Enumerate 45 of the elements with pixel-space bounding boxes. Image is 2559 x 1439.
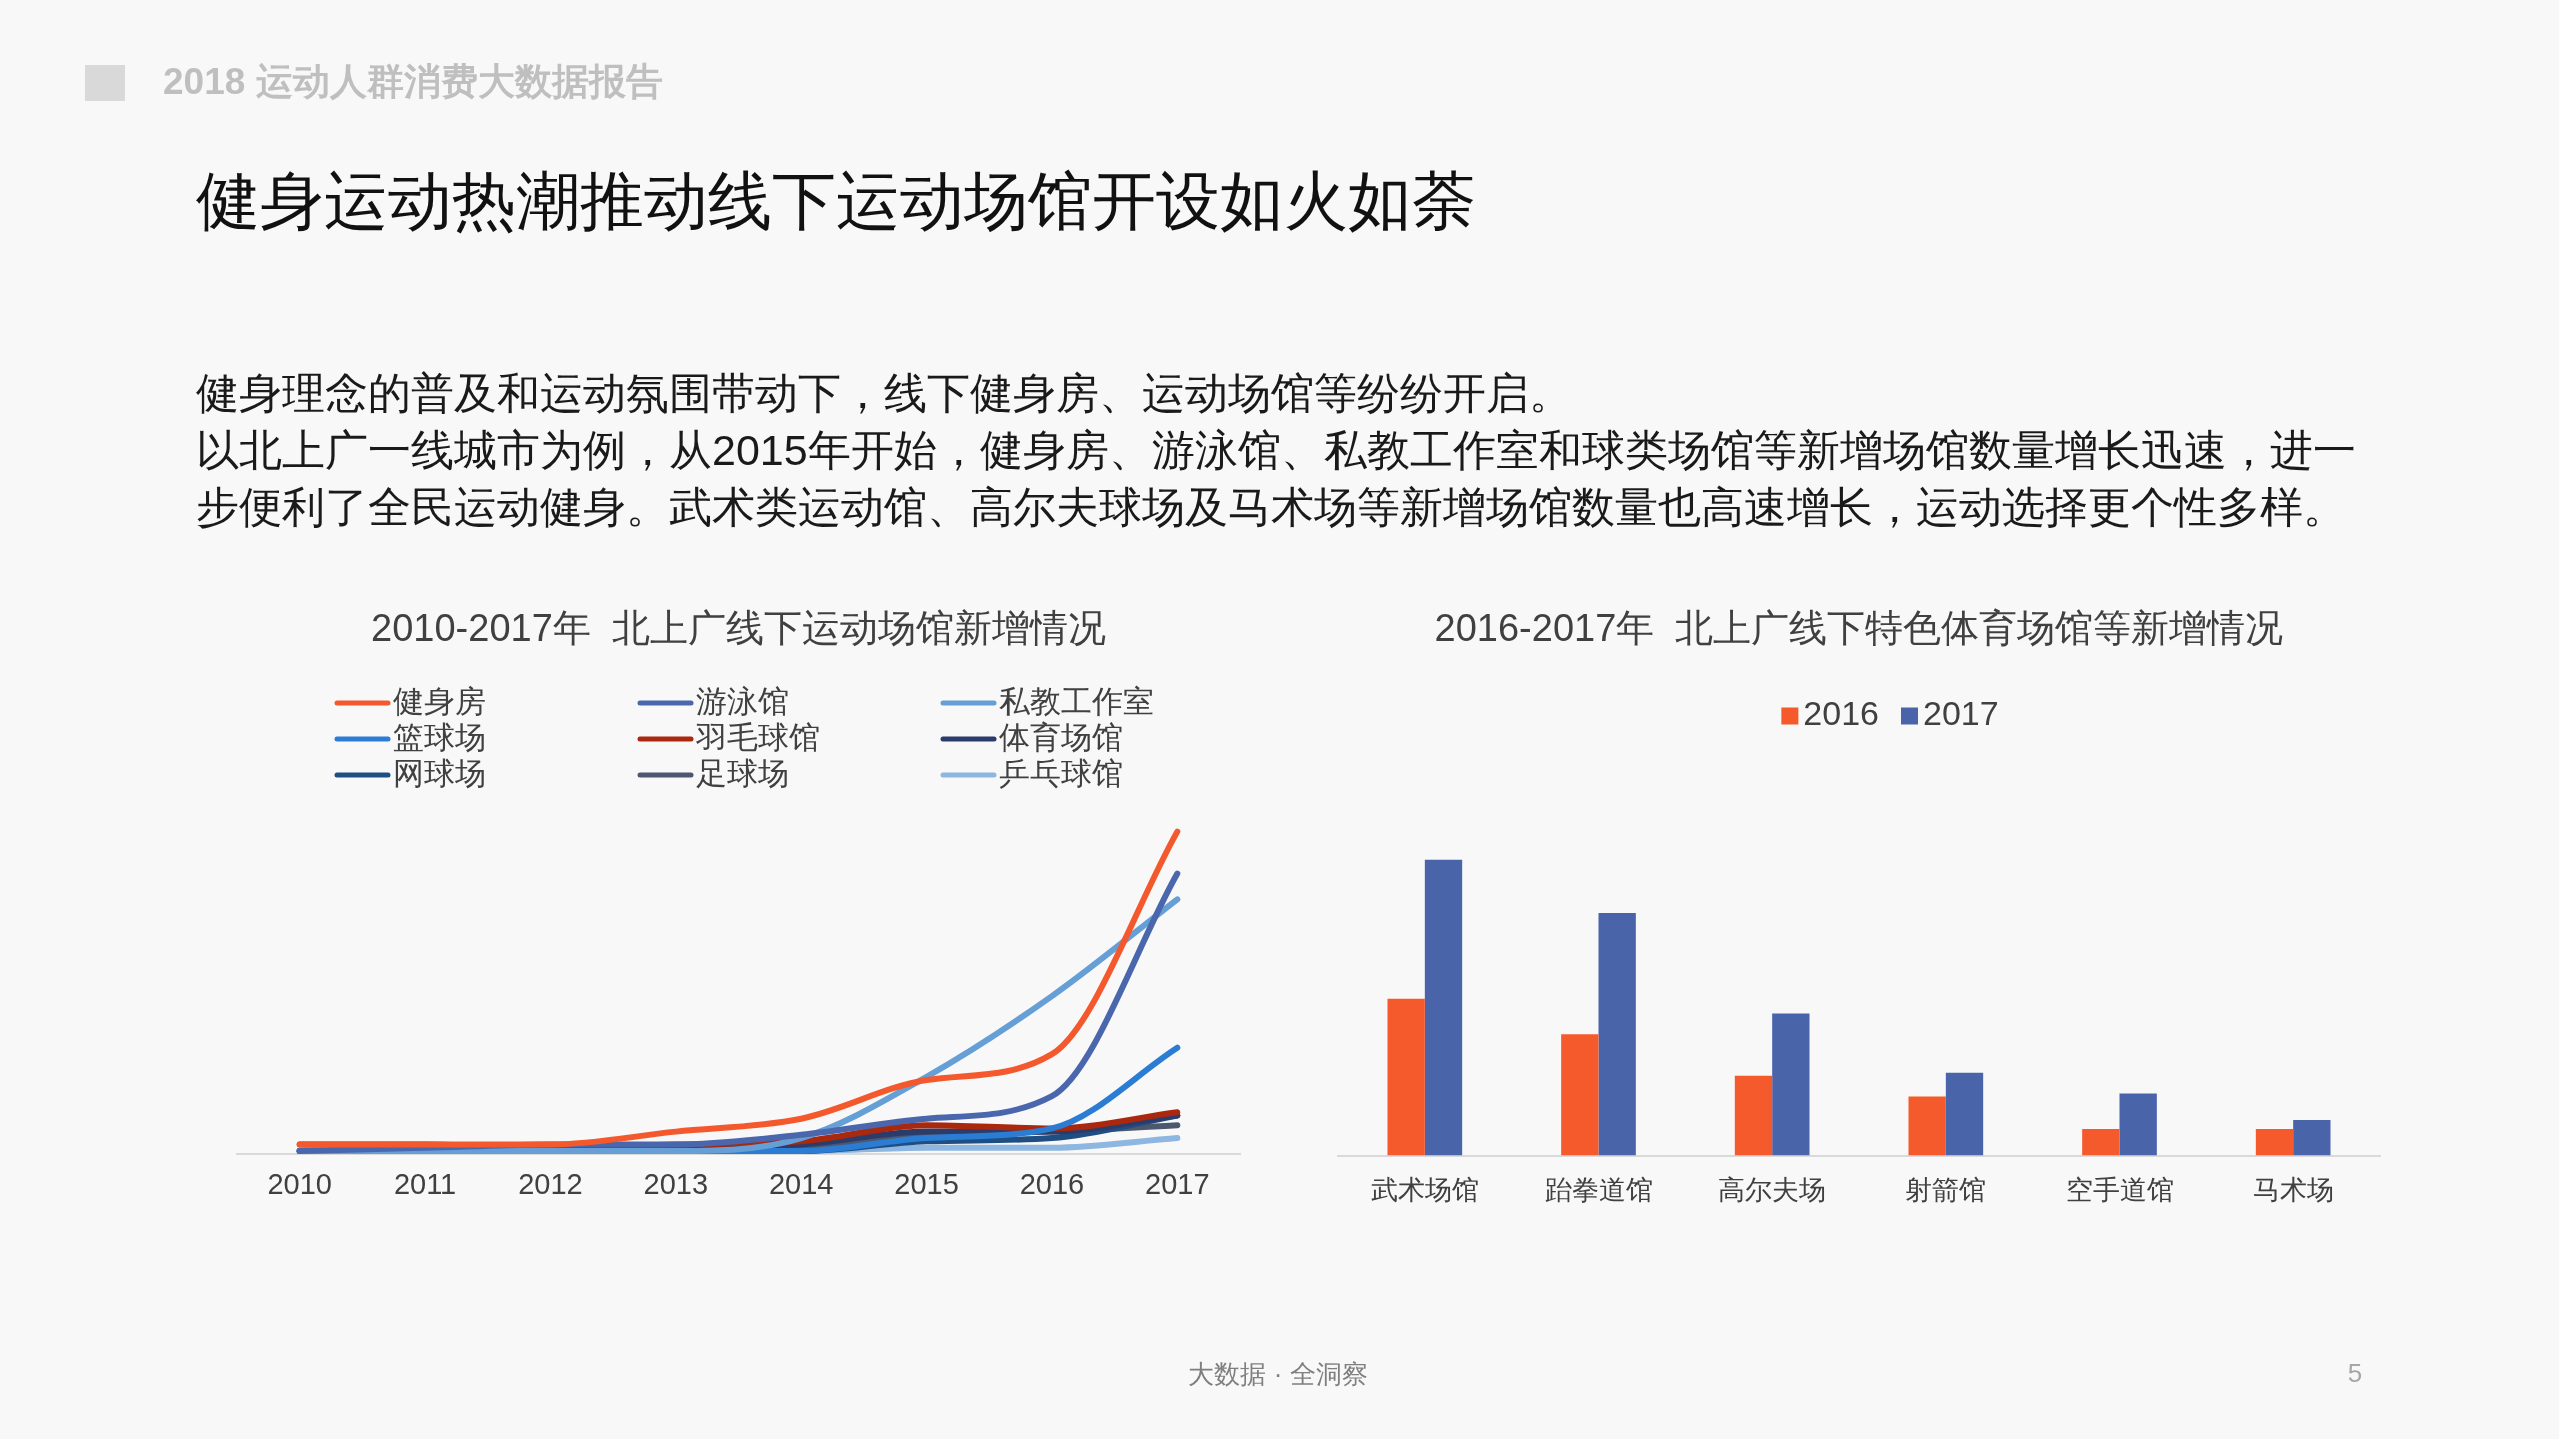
text: 健身理念的普及和运动氛围带动下，线下健身房、运动场馆等纷纷开启。 [196, 368, 1572, 419]
bar [1945, 1072, 1984, 1156]
legend-label: 体育场馆 [999, 719, 1123, 755]
x-tick-label: 空手道馆 [2065, 1175, 2174, 1206]
x-tick-label: 2016 [1019, 1167, 1085, 1200]
legend-label: 网球场 [393, 755, 486, 791]
legend-label: 2017 [1923, 694, 1999, 733]
x-tick-label: 2013 [643, 1167, 709, 1200]
legend-label: 羽毛球馆 [695, 719, 820, 755]
x-tick-label: 2012 [518, 1167, 583, 1200]
bar [2082, 1128, 2120, 1156]
x-tick-label: 射箭馆 [1905, 1175, 1987, 1206]
bar [1734, 1075, 1773, 1156]
legend-label: 私教工作室 [999, 683, 1154, 719]
x-tick-label: 2017 [1145, 1167, 1210, 1200]
legend-label: 篮球场 [393, 719, 486, 755]
x-tick-label: 武术场馆 [1370, 1175, 1479, 1206]
bar [1772, 1013, 1810, 1156]
chart-title: 2016-2017年 北上广线下特色体育场馆等新增情况 [1434, 607, 2284, 650]
bar [1598, 912, 1636, 1156]
legend-label: 游泳馆 [696, 683, 789, 719]
bar [1908, 1096, 1946, 1156]
text: 2018 运动人群消费大数据报告 [163, 60, 663, 104]
legend-label: 足球场 [696, 755, 789, 791]
bar [1424, 859, 1463, 1156]
text: 大数据 · 全洞察 [1188, 1359, 1368, 1389]
legend-label: 乒乓球馆 [999, 755, 1123, 791]
bar [2293, 1120, 2331, 1156]
x-tick-label: 2011 [393, 1167, 457, 1200]
chart-title: 2010-2017年 北上广线下运动场馆新增情况 [371, 607, 1106, 650]
legend-label: 2016 [1803, 694, 1879, 733]
text: 以北上广一线城市为例，从2015年开始，健身房、游泳馆、私教工作室和球类场馆等新增场馆数量增长迅速，进一步便利了全民运动健身。武术类运动馆、高尔夫球场及马术场等新增场馆数量也高速增长，运动选择更个性多样。 [196, 425, 2357, 533]
bar [1561, 1034, 1599, 1156]
x-tick-label: 跆拳道馆 [1544, 1175, 1653, 1206]
bar [2119, 1093, 2157, 1156]
bar [1387, 998, 1425, 1156]
x-tick-label: 2015 [894, 1167, 959, 1200]
legend-label: 健身房 [393, 683, 486, 719]
bar [2255, 1128, 2294, 1156]
x-tick-label: 高尔夫场 [1718, 1175, 1827, 1206]
x-tick-label: 2010 [267, 1167, 332, 1200]
x-tick-label: 2014 [768, 1167, 834, 1200]
x-tick-label: 马术场 [2252, 1175, 2334, 1206]
text: 健身运动热潮推动线下运动场馆开设如火如荼 [196, 164, 1476, 239]
text: 5 [2347, 1358, 2363, 1388]
